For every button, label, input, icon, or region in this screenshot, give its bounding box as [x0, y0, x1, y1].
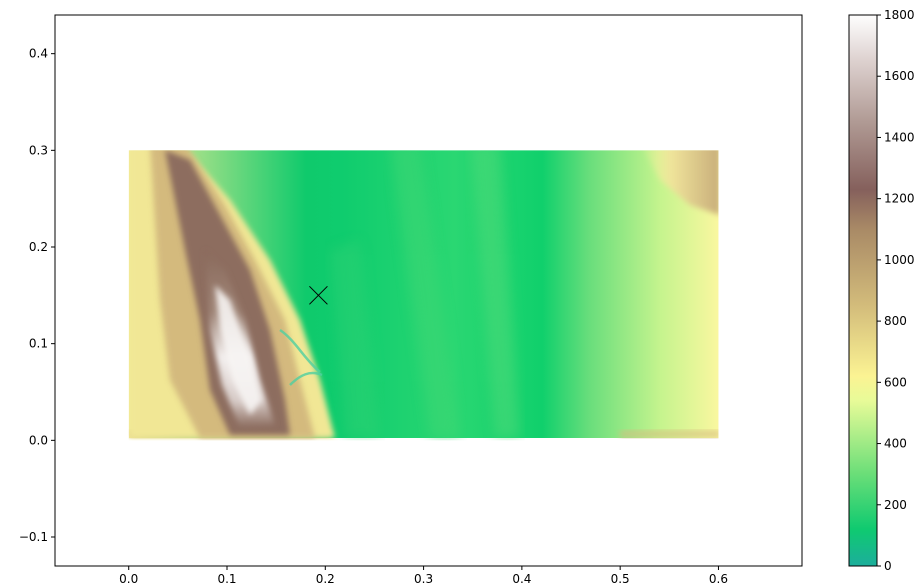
elevation-raster	[129, 150, 719, 438]
y-tick-label: 0.0	[29, 433, 48, 447]
colorbar-tick-label: 1000	[884, 253, 915, 267]
colorbar-tick-label: 200	[884, 498, 907, 512]
y-tick-label: 0.4	[29, 47, 48, 61]
x-axis: 0.0 0.1 0.2 0.3 0.4 0.5 0.6	[119, 566, 728, 586]
x-tick-label: 0.5	[611, 572, 630, 586]
x-tick-label: 0.2	[316, 572, 335, 586]
colorbar-tick-label: 1400	[884, 130, 915, 144]
marker-stroke	[309, 285, 328, 305]
x-tick-label: 0.3	[414, 572, 433, 586]
colorbar-tick-label: 600	[884, 375, 907, 389]
y-tick-label: 0.1	[29, 337, 48, 351]
colorbar-tick-label: 0	[884, 559, 892, 573]
colorbar-tick-label: 1200	[884, 192, 915, 206]
x-tick-label: 0.1	[217, 572, 236, 586]
location-marker	[309, 285, 328, 305]
y-tick-label: 0.3	[29, 143, 48, 157]
colorbar-tick-label: 400	[884, 437, 907, 451]
colorbar	[848, 14, 878, 567]
colorbar-tick-label: 1600	[884, 69, 915, 83]
y-axis: −0.1 0.0 0.1 0.2 0.3 0.4	[19, 47, 55, 544]
axes-frame	[54, 14, 803, 567]
colorbar-tick-label: 1800	[884, 8, 915, 22]
colorbar-tick-label: 800	[884, 314, 907, 328]
y-tick-label: −0.1	[19, 530, 48, 544]
colorbar-axis: 0 200 400 600 800 1000 1200 1400 1600 1800	[877, 8, 915, 573]
x-tick-label: 0.4	[512, 572, 531, 586]
y-tick-label: 0.2	[29, 240, 48, 254]
x-tick-label: 0.6	[709, 572, 728, 586]
x-tick-label: 0.0	[119, 572, 138, 586]
